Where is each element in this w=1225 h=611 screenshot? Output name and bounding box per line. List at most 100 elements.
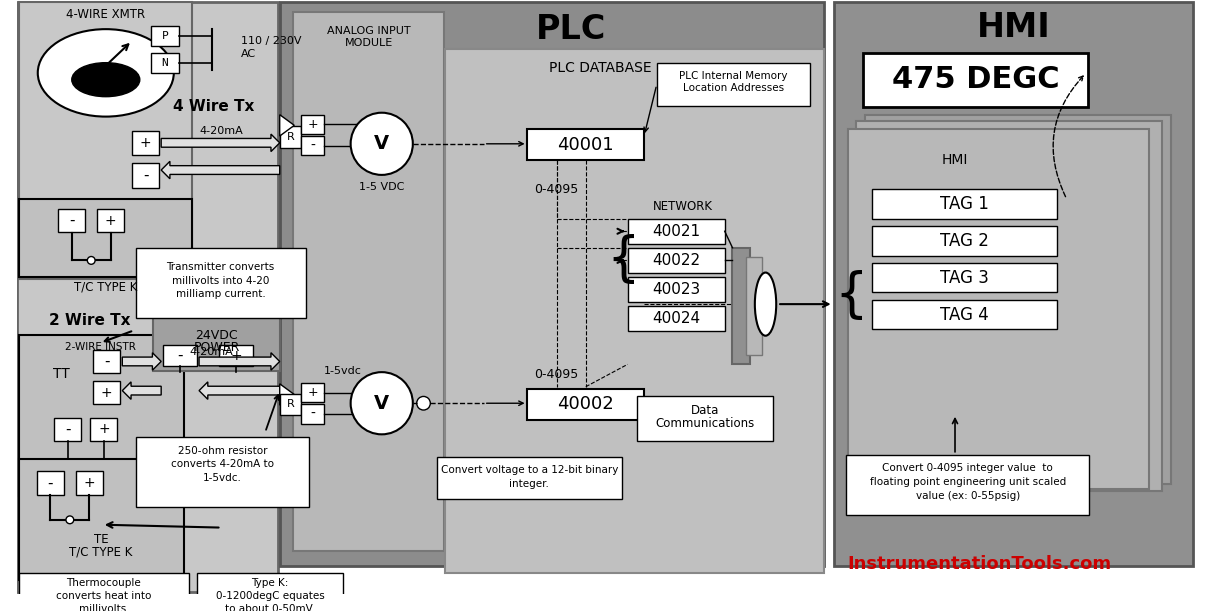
Bar: [20, 199, 192, 277]
Text: 0-1200degC equates: 0-1200degC equates: [216, 591, 325, 601]
Bar: [733, 248, 750, 364]
Text: Data: Data: [691, 403, 719, 417]
Text: {: {: [834, 270, 867, 323]
Text: +: +: [307, 118, 319, 131]
Bar: [862, 53, 1088, 107]
Polygon shape: [279, 115, 294, 136]
Text: PLC Internal Memory: PLC Internal Memory: [679, 71, 788, 81]
Text: floating point engineering unit scaled: floating point engineering unit scaled: [870, 477, 1066, 487]
Text: TAG 4: TAG 4: [941, 306, 989, 324]
Bar: [136, 248, 306, 318]
Circle shape: [350, 372, 413, 434]
Text: +: +: [98, 422, 110, 436]
Bar: [627, 248, 725, 273]
Text: 4 Wire Tx: 4 Wire Tx: [173, 100, 255, 114]
Bar: [528, 130, 644, 160]
Bar: [91, 418, 118, 441]
Circle shape: [66, 516, 74, 524]
Text: 0-4095: 0-4095: [534, 368, 578, 381]
Bar: [872, 189, 1057, 219]
Text: converts 4-20mA to: converts 4-20mA to: [170, 459, 274, 469]
Text: PLC DATABASE: PLC DATABASE: [549, 61, 652, 75]
Text: +: +: [105, 214, 116, 227]
Text: +: +: [83, 476, 96, 490]
Bar: [872, 227, 1057, 255]
Bar: [627, 306, 725, 331]
Bar: [445, 49, 824, 573]
Text: TAG 3: TAG 3: [941, 269, 989, 287]
Bar: [872, 300, 1057, 329]
Ellipse shape: [72, 63, 140, 97]
Bar: [163, 345, 197, 367]
Text: R: R: [287, 132, 294, 142]
Text: +: +: [140, 136, 152, 150]
Text: Transmitter converts: Transmitter converts: [167, 262, 274, 273]
Text: PLC: PLC: [537, 13, 606, 46]
Text: millivolts into 4-20: millivolts into 4-20: [172, 276, 270, 286]
Bar: [93, 381, 120, 404]
Text: MODULE: MODULE: [345, 38, 393, 48]
Polygon shape: [162, 161, 279, 179]
Text: millivolts.: millivolts.: [78, 604, 129, 611]
Bar: [152, 26, 179, 46]
Circle shape: [87, 257, 96, 265]
Text: Thermocouple: Thermocouple: [66, 578, 141, 588]
Text: HMI: HMI: [942, 153, 968, 167]
Polygon shape: [162, 134, 279, 152]
Bar: [856, 122, 1163, 491]
Text: 4-20mA: 4-20mA: [200, 126, 244, 136]
Text: +: +: [307, 386, 319, 399]
Text: -: -: [69, 213, 75, 228]
Text: -: -: [310, 139, 315, 153]
Polygon shape: [198, 353, 279, 370]
Bar: [657, 63, 810, 106]
Bar: [301, 404, 325, 423]
Text: 0-4095: 0-4095: [534, 183, 578, 196]
Text: Communications: Communications: [655, 417, 755, 430]
Text: 40001: 40001: [557, 136, 614, 154]
Bar: [848, 130, 1149, 489]
Bar: [637, 397, 773, 441]
Bar: [865, 115, 1171, 484]
Text: 2 Wire Tx: 2 Wire Tx: [49, 313, 131, 328]
Bar: [279, 2, 824, 566]
Bar: [627, 219, 725, 244]
Text: {: {: [606, 235, 639, 287]
Text: +: +: [230, 349, 241, 362]
Text: milliamp current.: milliamp current.: [175, 290, 266, 299]
Bar: [279, 126, 301, 148]
Text: 40021: 40021: [652, 224, 701, 239]
Text: TE: TE: [93, 533, 108, 546]
Text: 475 DEGC: 475 DEGC: [892, 65, 1060, 94]
Bar: [37, 471, 64, 494]
Text: -: -: [176, 348, 183, 363]
Polygon shape: [122, 382, 162, 400]
Bar: [76, 471, 103, 494]
Text: Type K:: Type K:: [251, 578, 289, 588]
Polygon shape: [279, 384, 294, 405]
Text: integer.: integer.: [510, 479, 549, 489]
Text: N: N: [162, 58, 168, 68]
Ellipse shape: [38, 29, 174, 117]
Text: -: -: [48, 475, 53, 491]
Text: TAG 1: TAG 1: [941, 195, 989, 213]
Text: T/C TYPE K: T/C TYPE K: [70, 546, 132, 558]
Bar: [20, 459, 185, 580]
Text: -: -: [104, 354, 109, 369]
Text: 4-WIRE XMTR: 4-WIRE XMTR: [66, 8, 146, 21]
Bar: [136, 437, 309, 507]
Text: T/C TYPE K: T/C TYPE K: [74, 280, 137, 293]
Text: -: -: [143, 167, 148, 183]
Polygon shape: [122, 353, 162, 370]
Text: NETWORK: NETWORK: [653, 200, 713, 213]
Bar: [301, 383, 325, 402]
Text: 24VDC: 24VDC: [195, 329, 238, 342]
Bar: [153, 311, 279, 371]
Text: ANALOG INPUT: ANALOG INPUT: [327, 26, 410, 36]
Bar: [197, 573, 343, 611]
Text: POWER: POWER: [194, 342, 240, 354]
Text: 110 / 230V: 110 / 230V: [241, 36, 301, 46]
Text: Convert 0-4095 integer value  to: Convert 0-4095 integer value to: [882, 463, 1054, 474]
Bar: [846, 455, 1089, 515]
Text: V: V: [374, 134, 390, 153]
